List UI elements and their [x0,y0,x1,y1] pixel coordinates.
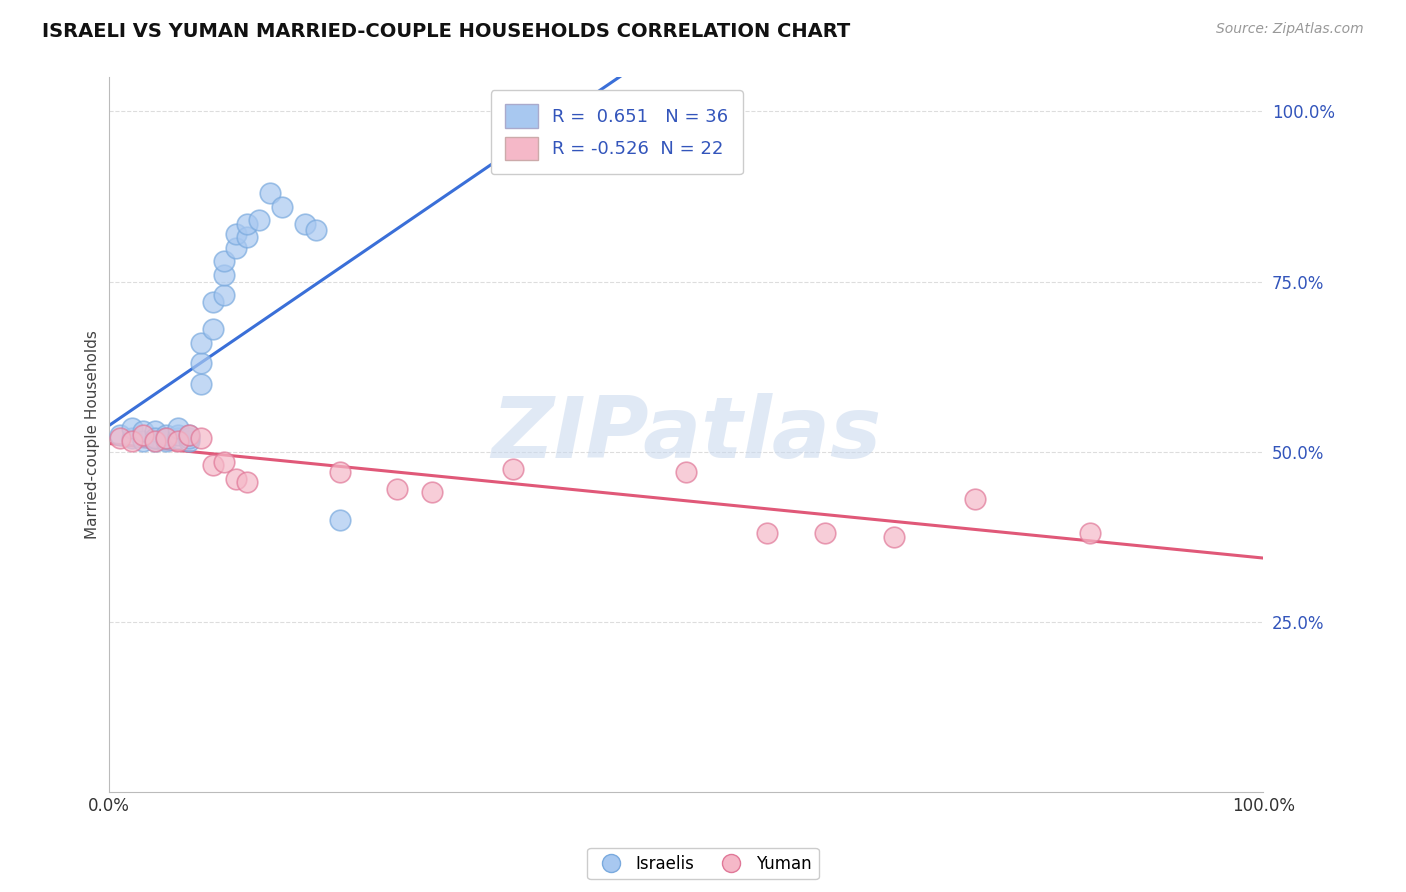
Point [755,526,778,541]
Point [270,200,292,214]
Legend: Israelis, Yuman: Israelis, Yuman [588,848,818,880]
Point [675,125,697,139]
Point [167,434,190,449]
Point [420,485,443,500]
Text: Source: ZipAtlas.com: Source: ZipAtlas.com [1216,22,1364,37]
Point [883,530,905,544]
Point [190,431,212,445]
Text: ZIPatlas: ZIPatlas [491,393,882,476]
Point [813,526,835,541]
Legend: R =  0.651   N = 36, R = -0.526  N = 22: R = 0.651 N = 36, R = -0.526 N = 22 [491,90,742,174]
Point [201,458,224,473]
Point [201,294,224,309]
Text: ISRAELI VS YUMAN MARRIED-COUPLE HOUSEHOLDS CORRELATION CHART: ISRAELI VS YUMAN MARRIED-COUPLE HOUSEHOL… [42,22,851,41]
Point [143,434,166,449]
Point [201,322,224,336]
Point [212,288,235,302]
Point [225,227,247,241]
Point [387,482,409,496]
Point [108,431,131,445]
Point [143,424,166,438]
Point [155,431,177,445]
Point [294,217,316,231]
Point [132,434,155,449]
Point [247,213,270,227]
Point [167,431,190,445]
Point [329,513,352,527]
Point [675,465,697,479]
Point [121,421,143,435]
Point [132,424,155,438]
Point [305,223,328,237]
Point [259,186,281,200]
Point [179,427,201,442]
Point [179,431,201,445]
Point [236,217,259,231]
Point [963,492,986,507]
Point [167,421,190,435]
Point [155,431,177,445]
Point [121,434,143,449]
Point [1078,526,1101,541]
Point [143,431,166,445]
Point [212,268,235,282]
Point [108,427,131,442]
Point [155,434,177,449]
Point [179,427,201,442]
Point [225,240,247,254]
Y-axis label: Married-couple Households: Married-couple Households [86,330,100,539]
Point [212,455,235,469]
Point [329,465,352,479]
Point [121,431,143,445]
Point [236,230,259,244]
Point [190,335,212,350]
Point [225,472,247,486]
Point [167,427,190,442]
Point [179,434,201,449]
Point [212,254,235,268]
Point [236,475,259,490]
Point [502,461,524,475]
Point [155,427,177,442]
Point [143,434,166,449]
Point [132,427,155,442]
Point [190,356,212,370]
Point [190,376,212,391]
